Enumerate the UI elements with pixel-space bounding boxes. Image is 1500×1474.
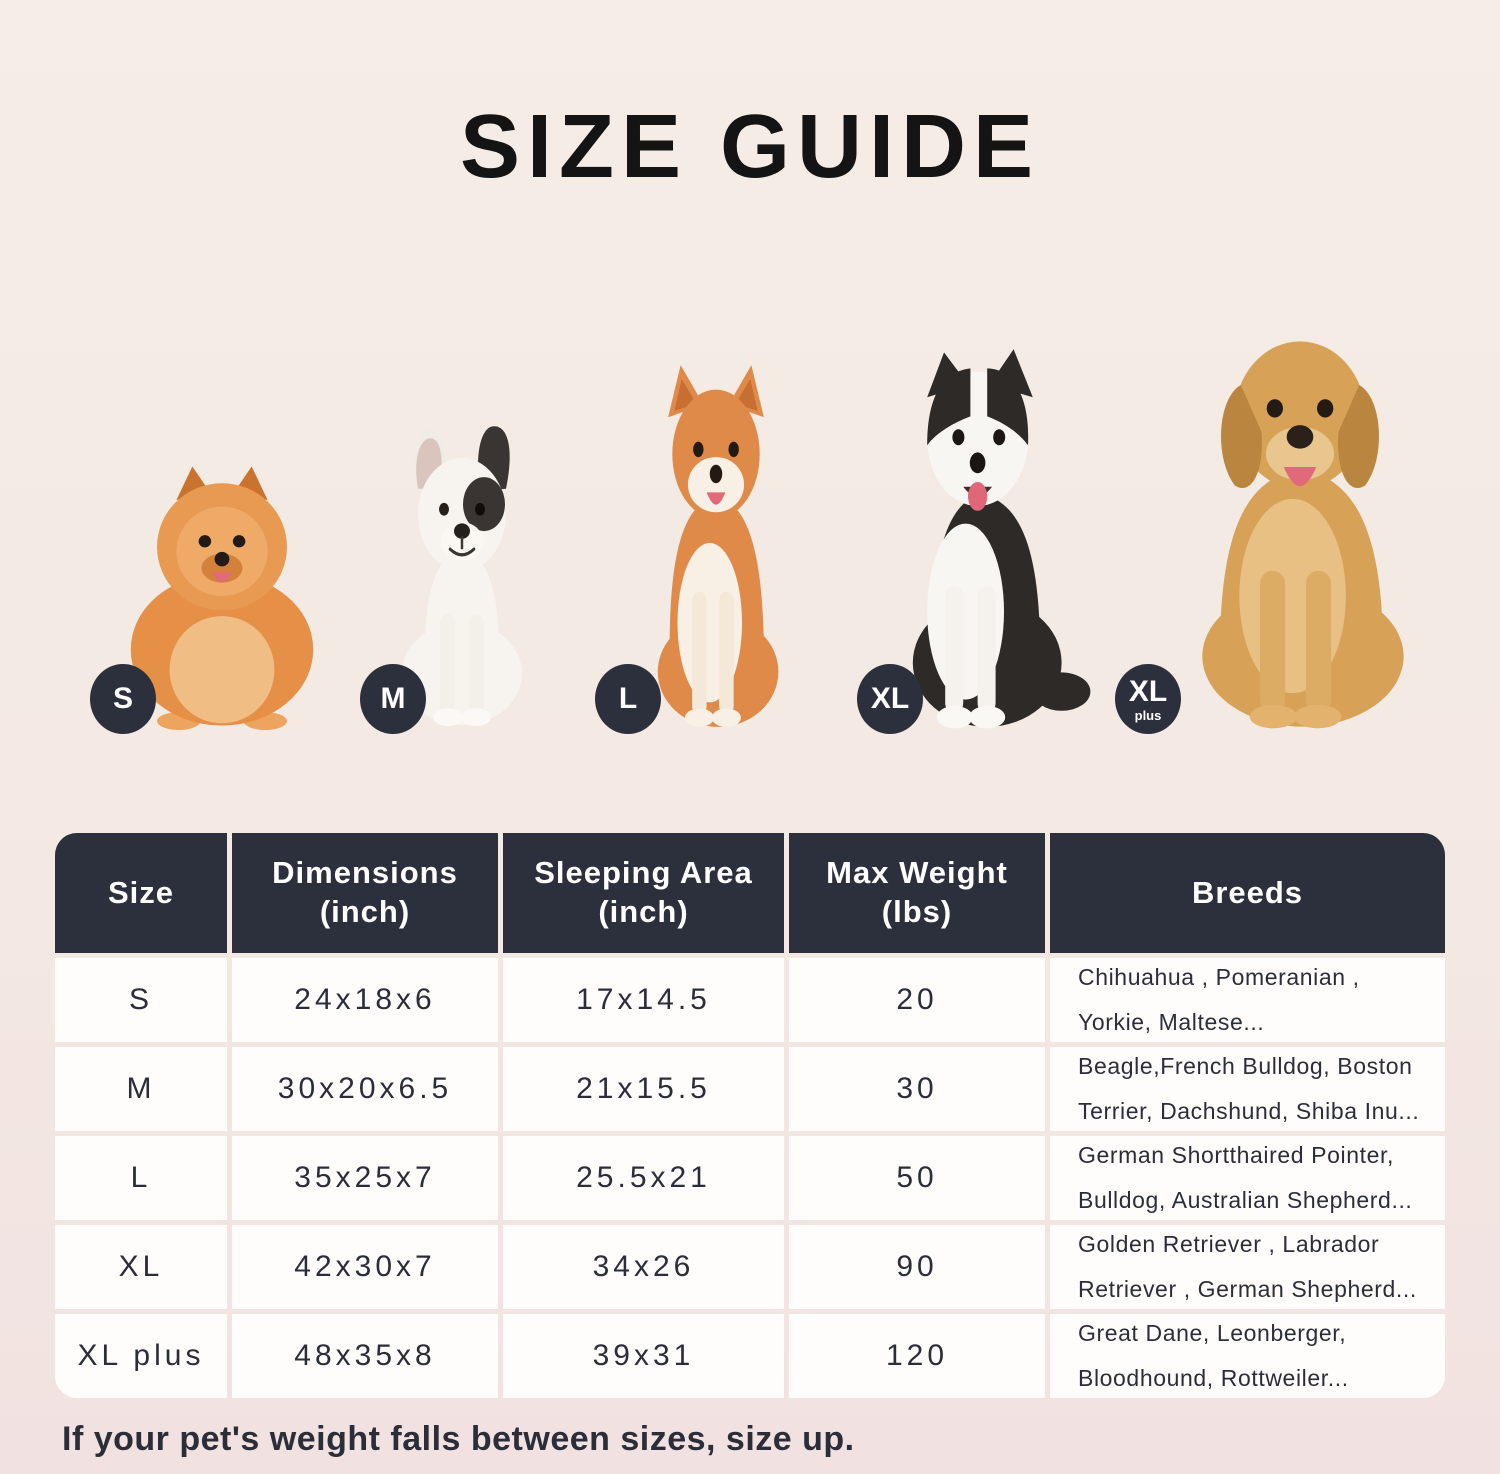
dog-size-strip: S M L XL XL plus	[0, 330, 1500, 736]
header-line: (lbs)	[881, 894, 953, 929]
size-badge-label: XL	[870, 682, 910, 715]
size-badge-label: XL	[1128, 674, 1168, 708]
size-badge-label: M	[380, 682, 406, 715]
cell-max-weight: 90	[789, 1225, 1045, 1309]
header-line: Sleeping Area	[534, 855, 753, 891]
cell-dimensions: 42x30x7	[232, 1225, 498, 1309]
cell-dimensions: 24x18x6	[232, 958, 498, 1042]
page-title: SIZE GUIDE	[459, 97, 1041, 197]
cell-size: XL plus	[55, 1314, 227, 1398]
cell-breeds: Chihuahua , Pomeranian , Yorkie, Maltese…	[1050, 958, 1445, 1042]
header-line: (inch)	[319, 894, 411, 929]
cell-breeds: Golden Retriever , Labrador Retriever , …	[1050, 1225, 1445, 1309]
column-header-dimensions: Dimensions (inch)	[232, 833, 498, 953]
column-header-size: Size	[55, 833, 227, 953]
cell-size: XL	[55, 1225, 227, 1309]
cell-sleeping-area: 39x31	[503, 1314, 784, 1398]
cell-sleeping-area: 34x26	[503, 1225, 784, 1309]
cell-dimensions: 30x20x6.5	[232, 1047, 498, 1131]
cell-dimensions: 35x25x7	[232, 1136, 498, 1220]
column-header-max-weight: Max Weight (lbs)	[789, 833, 1045, 953]
footer-note: If your pet's weight falls between sizes…	[62, 1420, 855, 1458]
header-line: Breeds	[1191, 874, 1304, 910]
cell-sleeping-area: 25.5x21	[503, 1136, 784, 1220]
header-line: Dimensions	[272, 855, 458, 891]
size-badge-l: L	[595, 664, 661, 734]
size-badge-s: S	[90, 664, 156, 734]
cell-sleeping-area: 17x14.5	[503, 958, 784, 1042]
cell-breeds: German Shortthaired Pointer, Bulldog, Au…	[1050, 1136, 1445, 1220]
cell-max-weight: 20	[789, 958, 1045, 1042]
header-line: (inch)	[598, 894, 689, 929]
size-badge-sublabel: plus	[1134, 707, 1162, 723]
column-header-breeds: Breeds	[1050, 833, 1445, 953]
cell-max-weight: 30	[789, 1047, 1045, 1131]
header-line: Max Weight	[826, 855, 1008, 891]
cell-max-weight: 120	[789, 1314, 1045, 1398]
size-guide-table: Size Dimensions (inch) Sleeping Area (in…	[55, 833, 1445, 1398]
column-header-sleeping-area: Sleeping Area (inch)	[503, 833, 784, 953]
cell-size: M	[55, 1047, 227, 1131]
size-badge-m: M	[360, 664, 426, 734]
dog-pomeranian-illustration	[108, 462, 336, 730]
cell-size: L	[55, 1136, 227, 1220]
size-badge-label: L	[618, 682, 638, 715]
cell-breeds: Beagle,French Bulldog, Boston Terrier, D…	[1050, 1047, 1445, 1131]
dog-border-collie-illustration	[860, 346, 1100, 730]
dog-french-bulldog-illustration	[362, 422, 562, 730]
cell-size: S	[55, 958, 227, 1042]
cell-max-weight: 50	[789, 1136, 1045, 1220]
dog-shiba-inu-illustration	[612, 362, 820, 730]
header-line: Size	[107, 874, 175, 910]
size-badge-xl: XL	[857, 664, 923, 734]
cell-dimensions: 48x35x8	[232, 1314, 498, 1398]
size-badge-label: S	[112, 682, 133, 715]
size-badge-xl-plus: XL plus	[1115, 664, 1181, 734]
cell-breeds: Great Dane, Leonberger, Bloodhound, Rott…	[1050, 1314, 1445, 1398]
cell-sleeping-area: 21x15.5	[503, 1047, 784, 1131]
dog-golden-retriever-illustration	[1152, 328, 1448, 730]
